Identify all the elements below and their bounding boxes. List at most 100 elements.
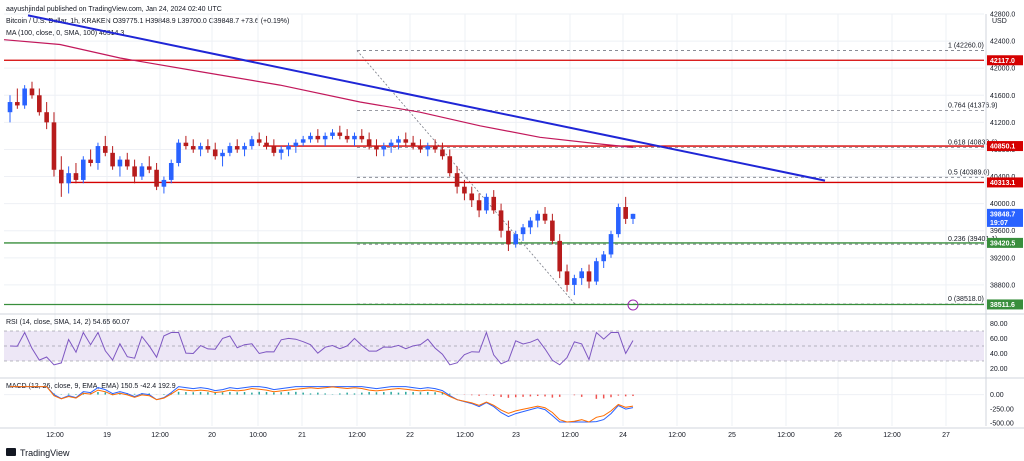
candle-body	[557, 240, 563, 272]
price-label-time: 19:07	[990, 220, 1008, 227]
candle-body	[586, 271, 592, 282]
candle-body	[388, 142, 394, 147]
candle-body	[293, 142, 299, 147]
macd-title: MACD (12, 26, close, 9, EMA, EMA) 150.5 …	[6, 383, 176, 390]
price-tick-label: 42400.0	[990, 39, 1015, 46]
fib-level-label: 0.236 (39401.1)	[948, 236, 997, 243]
time-tick-label: 25	[728, 432, 736, 439]
candle-body	[278, 149, 284, 153]
descending-trendline[interactable]	[27, 14, 826, 182]
fib-level-label: 0.618 (40830.6)	[948, 139, 997, 146]
price-axis[interactable]: 38800.039200.039600.040000.040400.040800…	[985, 12, 1023, 428]
price-label-badge	[987, 299, 1023, 310]
candle-body	[454, 173, 460, 187]
candle-body	[15, 102, 20, 106]
candle-body	[205, 146, 211, 150]
time-tick-label: 22	[406, 432, 414, 439]
candle-body	[132, 166, 137, 177]
candle-body	[117, 159, 123, 167]
candle-body	[80, 159, 86, 180]
candle-body	[212, 149, 218, 157]
price-label-text: 40850.1	[990, 144, 1015, 151]
candle-body	[403, 139, 409, 143]
price-label-text: 40313.1	[990, 180, 1015, 187]
currency-label: USD	[992, 18, 1007, 25]
candle-body	[447, 156, 453, 174]
price-label-badge	[987, 177, 1023, 188]
macd-tick-label: -250.00	[990, 406, 1014, 413]
candle-body	[506, 230, 511, 245]
price-tick-label: 42800.0	[990, 12, 1015, 19]
candle-body	[564, 271, 570, 285]
time-tick-label: 24	[619, 432, 627, 439]
candle-body	[425, 146, 431, 150]
macd-tick-label: 0.00	[990, 392, 1004, 399]
candle-body	[381, 146, 387, 150]
candle-body	[110, 152, 115, 167]
rsi-title: RSI (14, close, SMA, 14, 2) 54.65 60.07	[6, 319, 130, 326]
candle-body	[418, 146, 423, 150]
fib-level-label: 0.5 (40389.0)	[948, 169, 990, 176]
time-tick-label: 12:00	[46, 432, 64, 439]
macd-pane[interactable]: MACD (12, 26, close, 9, EMA, EMA) 150.5 …	[4, 383, 984, 423]
candle-body	[146, 166, 152, 170]
candle-body	[601, 254, 606, 262]
candle-body	[572, 278, 577, 285]
rsi-pane[interactable]: RSI (14, close, SMA, 14, 2) 54.65 60.07	[4, 319, 984, 366]
candle-body	[337, 132, 343, 136]
candle-body	[190, 146, 196, 150]
candle-body	[462, 186, 467, 194]
ma-line: MA (100, close, 0, SMA, 100) 40814.3	[6, 30, 124, 37]
time-axis[interactable]: 12:00 19 12:00 20 10:00 21 12:00 22 12:00 23 12:00…	[46, 432, 950, 439]
lightning-icon[interactable]	[627, 299, 639, 311]
time-tick-label: 12:00	[456, 432, 474, 439]
candle-body	[256, 139, 262, 143]
price-label-text: 38511.6	[990, 302, 1015, 309]
candle-body	[22, 88, 27, 106]
candle-body	[410, 142, 416, 147]
candle-body	[498, 210, 504, 231]
candle-body	[520, 227, 526, 235]
candle-body	[139, 166, 145, 177]
candle-body	[491, 196, 497, 211]
candle-body	[7, 102, 13, 113]
candle-body	[535, 213, 541, 221]
time-tick-label: 26	[834, 432, 842, 439]
macd-tick-label: -500.00	[990, 421, 1014, 428]
candle-body	[366, 139, 372, 147]
candle-body	[608, 234, 614, 255]
candle-body	[73, 173, 79, 180]
price-label-text: 42117.0	[990, 58, 1015, 65]
candle-body	[359, 135, 365, 140]
fib-level-label: 0.764 (41376.9)	[948, 102, 997, 109]
time-tick-label: 20	[208, 432, 216, 439]
candle-body	[484, 196, 489, 211]
fib-level-label: 1 (42260.0)	[948, 43, 984, 50]
signal-line	[10, 386, 634, 423]
price-pane[interactable]: 1 (42260.0) 0.764 (41376.9) 0.618 (40830.6…	[0, 13, 1024, 429]
candle-body	[440, 149, 445, 157]
price-tick-label: 38800.0	[990, 282, 1015, 289]
time-tick-label: 12:00	[151, 432, 169, 439]
candle-body	[330, 132, 335, 136]
candle-body	[352, 135, 357, 140]
candle-body	[528, 220, 533, 228]
candle-body	[168, 163, 174, 180]
candle-body	[616, 207, 621, 235]
candle-body	[476, 200, 482, 211]
candle-body	[579, 271, 584, 279]
candle-body	[623, 207, 628, 219]
symbol-line: Bitcoin / U.S. Dollar, 1h, KRAKEN O39775…	[6, 18, 289, 25]
candle-body	[396, 139, 401, 143]
candle-body	[469, 193, 475, 201]
candle-body	[88, 159, 93, 163]
published-line: aayushjindal published on TradingView.co…	[6, 6, 222, 13]
candle-body	[374, 146, 379, 150]
price-label-text: 39848.7	[990, 211, 1015, 218]
candle-body	[271, 146, 277, 153]
candle-body	[315, 135, 321, 140]
candle-body	[234, 146, 240, 150]
candle-body	[124, 159, 130, 167]
candle-body	[550, 220, 555, 241]
